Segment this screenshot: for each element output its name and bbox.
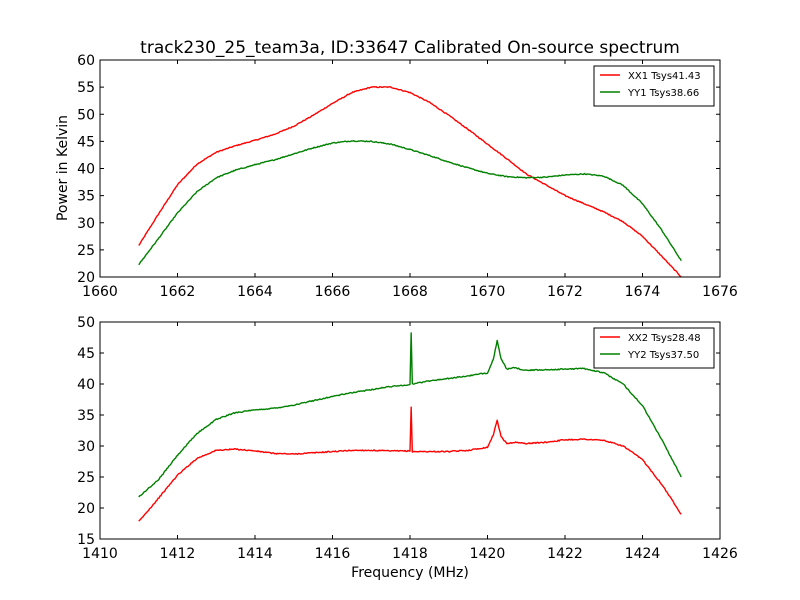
y-tick-label: 30 bbox=[77, 216, 95, 232]
y-tick-label: 45 bbox=[77, 134, 95, 150]
legend-entry: YY1 Tsys38.66 bbox=[627, 88, 699, 99]
x-tick-label: 1418 bbox=[392, 546, 428, 562]
legend-box bbox=[593, 65, 715, 107]
y-tick-label: 35 bbox=[77, 408, 95, 424]
legend-box bbox=[593, 327, 715, 369]
y-tick-label: 15 bbox=[77, 532, 95, 548]
y-tick-label: 50 bbox=[77, 107, 95, 123]
x-tick-label: 1670 bbox=[470, 284, 506, 300]
bottom-panel: 1410 1412 1414 1416 1418 1420 1422 1424 1426 15 20… bbox=[77, 315, 738, 562]
y-axis-label: Power in Kelvin bbox=[55, 115, 71, 221]
legend-entry: YY2 Tsys37.50 bbox=[627, 350, 699, 361]
x-tick-label: 1422 bbox=[547, 546, 583, 562]
x-tick-label: 1672 bbox=[547, 284, 583, 300]
x-tick-label: 1416 bbox=[315, 546, 351, 562]
y-tick-label: 25 bbox=[77, 470, 95, 486]
x-tick-label: 1676 bbox=[702, 284, 738, 300]
series-line-2 bbox=[138, 332, 682, 498]
y-tick-label: 20 bbox=[77, 270, 95, 286]
y-tick-label: 20 bbox=[77, 501, 95, 517]
y-tick-label: 35 bbox=[77, 189, 95, 205]
y-tick-label: 55 bbox=[77, 80, 95, 96]
series-line-1 bbox=[138, 85, 682, 278]
y-tick-label: 25 bbox=[77, 243, 95, 259]
x-tick-label: 1668 bbox=[392, 284, 428, 300]
chart-title: track230_25_team3a, ID:33647 Calibrated … bbox=[140, 38, 680, 58]
series-line-2 bbox=[138, 139, 682, 266]
x-tick-label: 1412 bbox=[160, 546, 196, 562]
x-tick-label: 1426 bbox=[702, 546, 738, 562]
x-tick-label: 1660 bbox=[82, 284, 118, 300]
top-panel: 1660 1662 1664 1666 1668 1670 1672 1674 1676 20 25… bbox=[77, 53, 738, 300]
y-tick-label: 30 bbox=[77, 439, 95, 455]
y-tick-label: 40 bbox=[77, 377, 95, 393]
x-tick-label: 1664 bbox=[237, 284, 273, 300]
y-tick-label: 40 bbox=[77, 162, 95, 178]
x-axis-label: Frequency (MHz) bbox=[351, 565, 469, 581]
x-tick-label: 1662 bbox=[160, 284, 196, 300]
x-tick-label: 1674 bbox=[625, 284, 661, 300]
x-tick-label: 1666 bbox=[315, 284, 351, 300]
legend-entry: XX1 Tsys41.43 bbox=[628, 71, 701, 82]
x-tick-label: 1424 bbox=[625, 546, 661, 562]
x-tick-label: 1410 bbox=[82, 546, 118, 562]
x-tick-label: 1420 bbox=[470, 546, 506, 562]
x-tick-label: 1414 bbox=[237, 546, 273, 562]
legend-entry: XX2 Tsys28.48 bbox=[628, 333, 701, 344]
series-line-1 bbox=[138, 406, 682, 522]
y-tick-label: 60 bbox=[77, 53, 95, 69]
y-tick-label: 45 bbox=[77, 346, 95, 362]
y-tick-label: 50 bbox=[77, 315, 95, 331]
